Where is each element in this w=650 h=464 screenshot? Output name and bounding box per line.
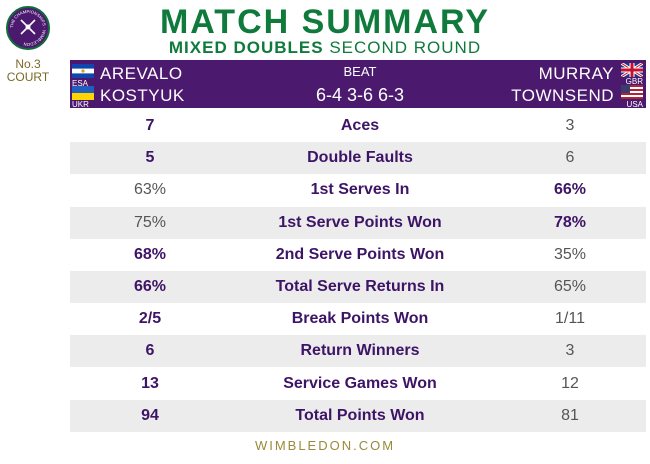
country-code: GBR [625,77,643,86]
stat-value-left: 66% [133,278,167,295]
country-code: USA [626,100,643,109]
player-name-left-2: KOSTYUK [100,86,185,105]
stat-row: 94 Total Points Won 81 [70,399,646,432]
stat-value-left: 6 [145,342,155,360]
stat-label: 1st Serves In [310,181,410,199]
flag-ukr-icon [72,86,94,100]
stat-row: 6 Return Winners 3 [70,335,646,368]
flag-gbr-icon [621,63,643,77]
player-name-right-2: TOWNSEND [511,86,614,105]
stat-label: Service Games Won [283,374,437,392]
stat-value-left: 68% [133,245,167,263]
stat-value-right: 65% [553,278,587,295]
player-name-left-1: AREVALO [100,64,183,83]
stat-value-right: 35% [553,245,587,263]
stat-row: 68% 2nd Serve Points Won 35% [70,239,646,271]
match-score: 6-4 3-6 6-3 [315,85,405,105]
stat-row: 63% 1st Serves In 66% [70,174,646,206]
stat-label: Aces [340,117,380,134]
flag-esa-icon [72,64,94,78]
stat-value-right: 1/11 [555,310,585,328]
stat-label: 1st Serve Points Won [278,213,442,231]
stat-value-right: 3 [565,117,575,134]
stat-row: 66% Total Serve Returns In 65% [70,271,646,303]
stat-value-left: 7 [145,117,155,134]
court-number: No.3 [15,57,41,71]
page-subtitle: MIXED DOUBLES SECOND ROUND [0,38,650,58]
stat-value-left: 2/5 [138,310,162,328]
stat-label: Double Faults [307,149,413,167]
stat-row: 5 Double Faults 6 [70,142,646,175]
country-code: UKR [72,100,89,109]
stat-value-right: 78% [553,213,587,231]
stat-value-right: 66% [553,181,587,199]
event-name: MIXED DOUBLES [168,38,324,57]
court-label: No.3 COURT [4,58,52,84]
flag-usa-icon [621,85,643,99]
country-code: ESA [72,79,89,88]
stat-value-right: 3 [565,342,575,360]
stat-value-left: 94 [141,406,159,424]
stat-row: 7 Aces 3 [70,110,646,142]
footer-link[interactable]: WIMBLEDON.COM [254,438,396,453]
stat-value-left: 5 [145,149,155,167]
stat-value-left: 75% [133,213,167,231]
stat-row: 2/5 Break Points Won 1/11 [70,303,646,335]
stat-label: Break Points Won [291,310,429,328]
stat-label: Total Points Won [295,406,425,424]
court-word: COURT [6,70,50,84]
page-title: MATCH SUMMARY [159,3,491,41]
stat-value-right: 12 [561,374,579,392]
stat-label: Return Winners [300,342,420,360]
stat-label: 2nd Serve Points Won [275,245,445,263]
stat-value-left: 63% [133,181,167,199]
match-result: BEAT [343,64,377,79]
wimbledon-logo-icon: THE CHAMPIONSHIPS · WIMBLEDON [6,6,50,50]
round-name: SECOND ROUND [329,38,482,57]
player-name-right-1: MURRAY [538,64,614,83]
stat-row: 13 Service Games Won 12 [70,368,646,400]
stat-value-left: 13 [141,374,159,392]
stat-value-right: 6 [565,149,575,167]
stat-label: Total Serve Returns In [275,278,445,295]
stat-value-right: 81 [561,406,579,424]
match-banner: ESA AREVALO UKR KOSTYUK BEAT 6-4 3-6 6-3… [70,60,646,109]
stat-row: 75% 1st Serve Points Won 78% [70,206,646,239]
